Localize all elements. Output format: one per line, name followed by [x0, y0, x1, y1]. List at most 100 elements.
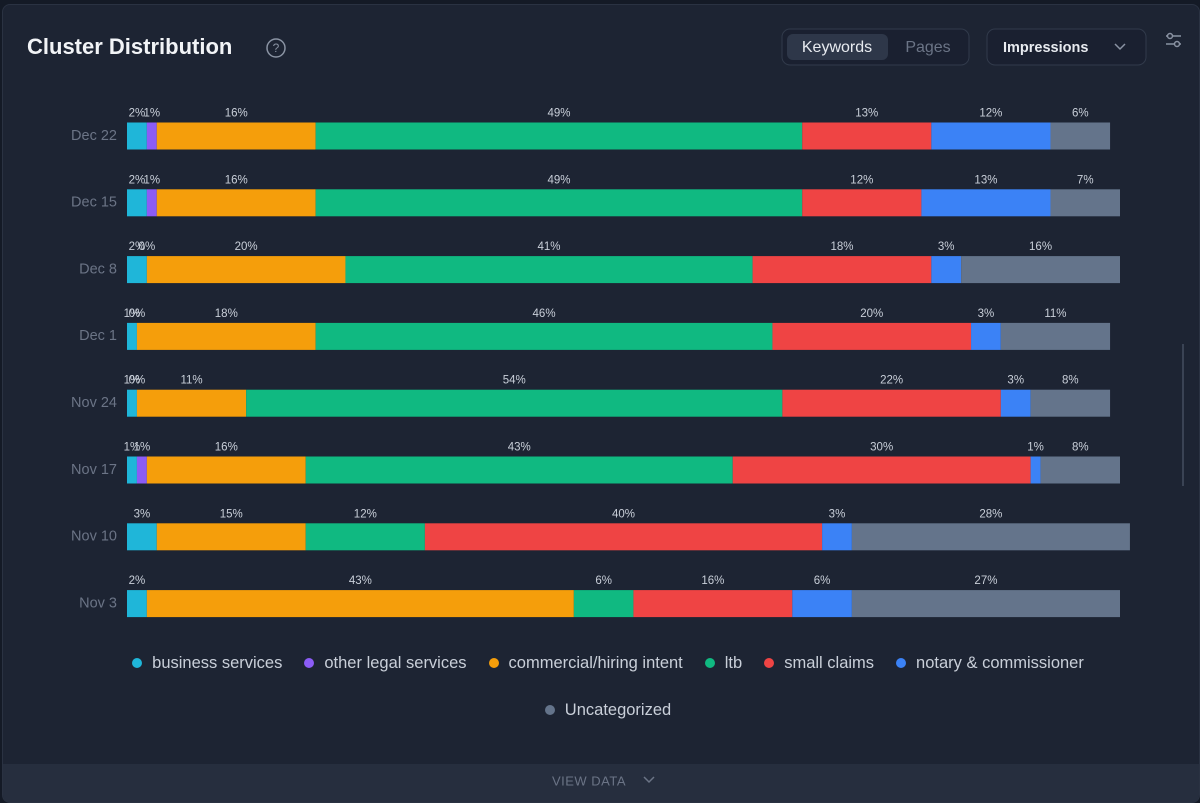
legend-item[interactable]: business services [132, 652, 282, 674]
y-tick-label: Dec 1 [79, 328, 117, 344]
legend-label: commercial/hiring intent [508, 653, 683, 672]
bar-segment [573, 590, 634, 618]
data-label: 1% [144, 108, 161, 120]
bar-segment [921, 189, 1051, 217]
data-label: 54% [503, 375, 526, 387]
data-label: 3% [134, 508, 151, 520]
data-label: 28% [979, 508, 1002, 520]
data-label: 16% [1029, 241, 1052, 253]
bar-segment [127, 256, 147, 284]
title: Cluster Distribution [27, 34, 232, 59]
data-label: 2% [129, 241, 146, 253]
legend-swatch [544, 705, 555, 715]
bar-segment [802, 122, 932, 150]
bar-segment [931, 256, 962, 284]
data-label: 1% [124, 375, 141, 387]
legend-item[interactable]: commercial/hiring intent [488, 652, 683, 674]
data-label: 3% [978, 308, 995, 320]
bar-segment [1050, 122, 1111, 150]
data-label: 13% [855, 108, 878, 120]
bar-segment [127, 322, 137, 350]
data-label: 3% [1007, 375, 1024, 387]
bar-segment [315, 322, 773, 350]
data-label: 2% [129, 174, 146, 186]
bar-segment [822, 523, 852, 551]
data-label: 3% [938, 241, 955, 253]
data-label: 27% [974, 575, 997, 587]
legend-swatch [896, 658, 907, 668]
data-label: 18% [215, 308, 238, 320]
data-label: 12% [354, 508, 377, 520]
svg-text:?: ? [273, 41, 280, 55]
data-label: 7% [1077, 174, 1094, 186]
bar-segment [792, 590, 852, 618]
dropdown-label[interactable]: Impressions [1003, 40, 1088, 56]
data-label: 11% [180, 375, 202, 387]
legend-item[interactable]: small claims [764, 652, 874, 674]
data-label: 49% [547, 174, 570, 186]
legend-label: Uncategorized [564, 700, 672, 719]
bar-segment [127, 590, 147, 618]
chevron [1114, 43, 1126, 51]
settings-icon[interactable] [1166, 32, 1181, 48]
bar-segment [1030, 456, 1041, 484]
data-label: 16% [225, 108, 248, 120]
bar-segment [305, 523, 425, 551]
y-tick-label: Nov 3 [79, 595, 117, 611]
tab[interactable]: Pages [905, 39, 950, 56]
data-label: 13% [974, 174, 997, 186]
bar-segment [136, 322, 316, 350]
legend-item[interactable]: other legal services [304, 652, 467, 674]
data-label: 11% [1044, 308, 1066, 320]
bar-segment [127, 122, 147, 150]
bar-segment [127, 523, 157, 551]
data-label: 46% [533, 308, 556, 320]
data-label: 0% [139, 241, 156, 253]
bar-segment [127, 189, 147, 217]
bar-segment [1050, 189, 1120, 217]
y-tick-label: Nov 10 [71, 529, 117, 545]
y-tick-label: Nov 17 [71, 462, 117, 478]
help-icon[interactable]: ? [266, 38, 286, 58]
bar-segment [1030, 389, 1111, 417]
bar-segment [156, 189, 316, 217]
legend-swatch [704, 658, 715, 668]
scrollbar [1182, 344, 1184, 486]
legend-item[interactable]: notary & commissioner [896, 652, 1084, 674]
bar-segment [246, 389, 783, 417]
bar-segment [1000, 322, 1111, 350]
view-data-button[interactable]: VIEW DATA [552, 773, 626, 788]
data-label: 43% [349, 575, 372, 587]
data-label: 20% [235, 241, 258, 253]
footer-bar [3, 764, 1199, 802]
bar-segment [931, 122, 1051, 150]
data-label: 16% [225, 174, 248, 186]
data-label: 8% [1072, 442, 1089, 454]
data-label: 40% [612, 508, 635, 520]
data-label: 6% [1072, 108, 1089, 120]
data-label: 3% [829, 508, 846, 520]
legend-item[interactable]: ltb [704, 652, 743, 674]
legend-swatch [304, 658, 315, 668]
metric-dropdown[interactable] [986, 28, 1147, 66]
tab-active[interactable] [787, 34, 888, 60]
data-label: 16% [215, 442, 238, 454]
legend-label: ltb [724, 653, 743, 672]
bar-segment [732, 456, 1031, 484]
tab[interactable]: Keywords [802, 39, 872, 56]
chevron [643, 776, 655, 784]
bar-segment [1000, 389, 1031, 417]
bar-segment [851, 523, 1130, 551]
y-tick-label: Dec 15 [71, 195, 117, 211]
bar-segment [802, 189, 922, 217]
bar-segment [146, 590, 574, 618]
data-label: 1% [134, 442, 151, 454]
widget-card: Cluster Distribution ? Keywords Pages Im… [2, 4, 1200, 803]
legend-item[interactable]: Uncategorized [544, 699, 672, 721]
data-label: 41% [538, 241, 561, 253]
bar-segment [315, 189, 803, 217]
data-label: 6% [595, 575, 612, 587]
legend-swatch [764, 658, 775, 668]
data-label: 1% [144, 174, 161, 186]
data-label: 8% [1062, 375, 1079, 387]
